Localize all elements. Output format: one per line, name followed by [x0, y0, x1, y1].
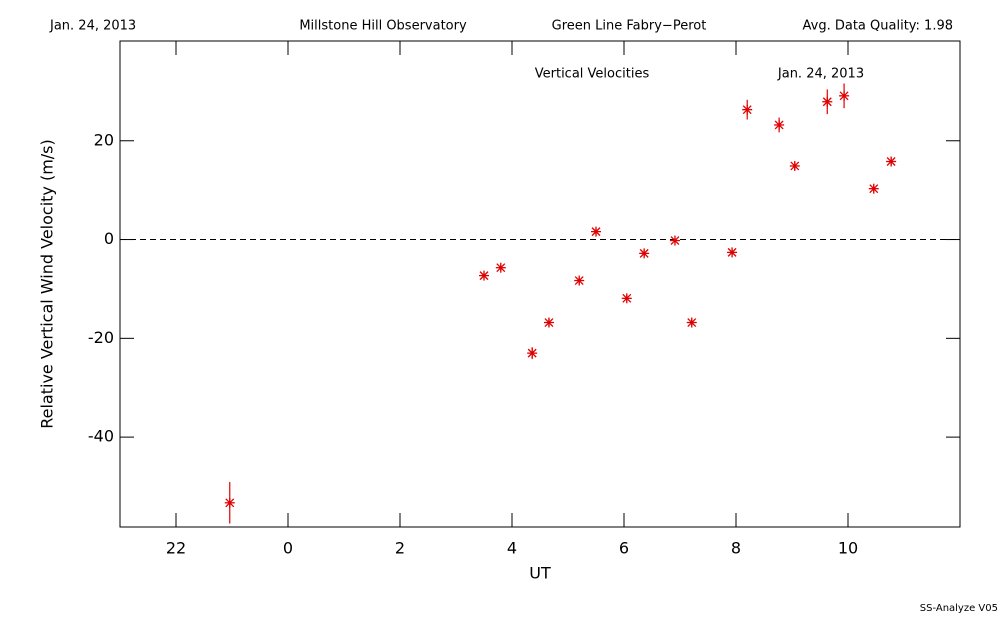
- footer: SS-Analyze V05: [920, 603, 998, 614]
- header-observatory: Millstone Hill Observatory: [299, 19, 467, 34]
- point: [639, 248, 650, 259]
- annotation: Jan. 24, 2013: [777, 67, 864, 82]
- y-tick-label: -40: [88, 427, 114, 446]
- point: [591, 226, 601, 237]
- x-axis-label: UT: [529, 564, 551, 583]
- point: [686, 317, 697, 328]
- point: [543, 317, 554, 328]
- x-tick-label: 4: [507, 539, 517, 558]
- header-instrument: Green Line Fabry−Perot: [552, 19, 707, 34]
- point-stroke: [527, 348, 537, 358]
- point: [495, 262, 506, 273]
- header-quality: Avg. Data Quality: 1.98: [803, 19, 953, 34]
- point-stroke: [839, 91, 849, 101]
- point-stroke: [869, 184, 879, 194]
- y-tick-label: -20: [88, 328, 114, 347]
- x-tick-label: 6: [619, 539, 629, 558]
- x-tick-label: 22: [166, 539, 186, 558]
- point: [774, 119, 785, 130]
- point: [621, 293, 632, 304]
- point: [886, 156, 897, 167]
- point-stroke: [790, 161, 800, 171]
- point: [822, 96, 833, 107]
- x-tick-label: 0: [283, 539, 293, 558]
- point-stroke: [622, 293, 632, 303]
- point: [789, 160, 800, 171]
- point: [224, 497, 235, 508]
- point-stroke: [687, 318, 697, 327]
- point-stroke: [727, 247, 737, 257]
- point: [742, 104, 753, 115]
- x-tick-label: 2: [395, 539, 405, 558]
- point: [868, 183, 879, 194]
- point-stroke: [886, 157, 896, 166]
- point-stroke: [496, 263, 506, 273]
- point: [574, 275, 585, 286]
- point: [479, 270, 489, 281]
- x-tick-label: 10: [838, 539, 858, 558]
- point-stroke: [479, 271, 489, 281]
- point-stroke: [225, 498, 235, 508]
- point: [727, 247, 738, 258]
- chart-title: Vertical Velocities: [535, 67, 650, 82]
- point-stroke: [574, 276, 584, 286]
- x-tick-label: 8: [731, 539, 741, 558]
- point-stroke: [544, 318, 554, 327]
- point-stroke: [822, 97, 832, 107]
- y-tick-label: 20: [94, 130, 114, 149]
- y-axis-label: Relative Vertical Wind Velocity (m/s): [38, 139, 57, 429]
- point: [527, 348, 538, 359]
- header-date: Jan. 24, 2013: [49, 19, 136, 34]
- point-stroke: [639, 248, 649, 258]
- point: [669, 235, 680, 246]
- y-tick-label: 0: [104, 229, 114, 248]
- plot-frame: [119, 40, 961, 528]
- point: [839, 90, 850, 101]
- point-stroke: [742, 105, 752, 115]
- point-stroke: [774, 120, 784, 130]
- point-stroke: [591, 227, 601, 237]
- point-stroke: [670, 236, 680, 245]
